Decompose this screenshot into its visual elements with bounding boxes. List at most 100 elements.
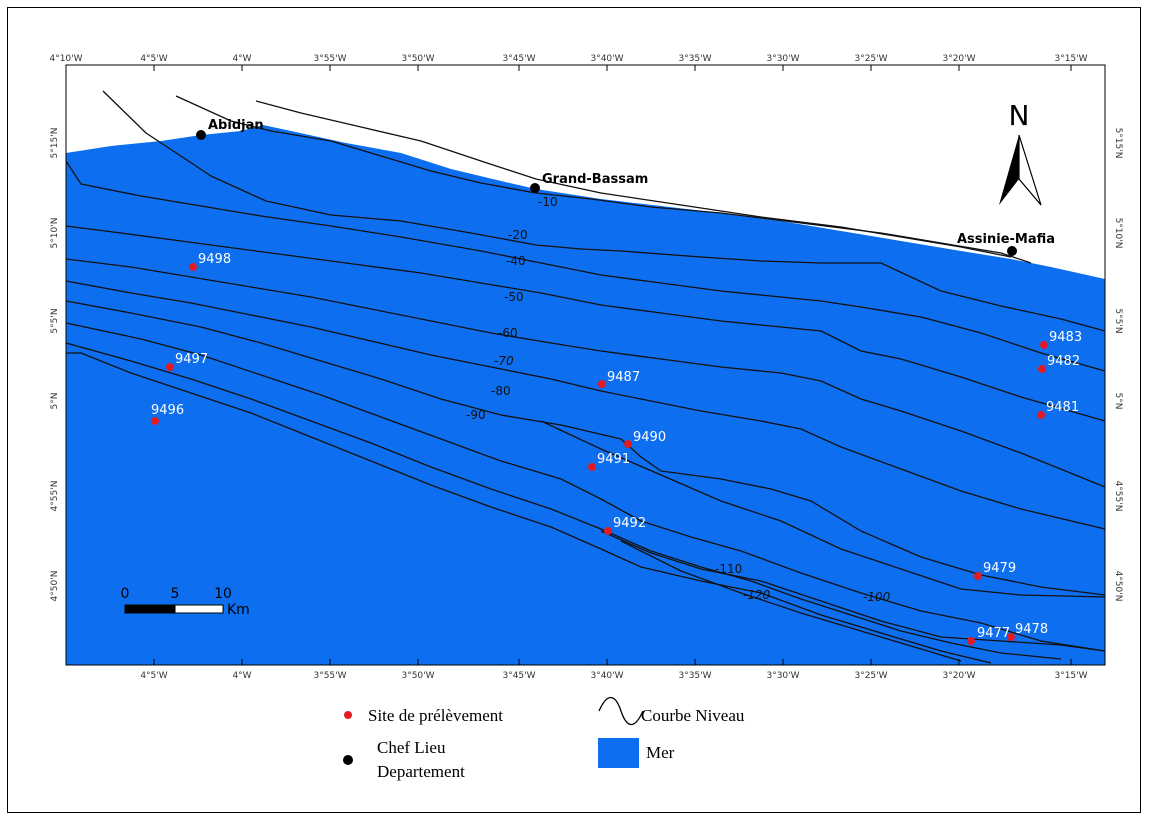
north-arrow-left-icon <box>999 135 1019 205</box>
contour-line-70 <box>65 322 1106 652</box>
contour-label: -80 <box>491 384 511 398</box>
right-lat-label: 5°10'N <box>1113 218 1123 249</box>
top-tick-label: 3°25'W <box>854 54 887 64</box>
site-label: 9497 <box>175 352 208 367</box>
legend-contour-label: Courbe Niveau <box>641 706 745 725</box>
contour-label: -100 <box>863 590 891 604</box>
contour-line-80 <box>65 342 1062 660</box>
contour-line-coast-2 <box>175 95 1032 264</box>
site-marker-9490[interactable] <box>624 440 632 448</box>
bottom-tick-label: 3°30'W <box>766 671 799 681</box>
top-tick-label: 3°15'W <box>1054 54 1087 64</box>
left-lat-label: 4°55'N <box>50 481 60 512</box>
map-canvas: 4°10'W 4°5'W 4°W 3°55'W 3°50'W 3°45'W 3°… <box>49 54 1123 781</box>
top-tick-label: 3°30'W <box>766 54 799 64</box>
left-lat-label: 5°N <box>50 393 60 410</box>
site-marker-9483[interactable] <box>1040 341 1048 349</box>
site-marker-9498[interactable] <box>189 263 197 271</box>
site-marker-9481[interactable] <box>1037 411 1045 419</box>
site-label: 9491 <box>597 452 630 467</box>
legend: Site de prélèvement Courbe Niveau Chef L… <box>343 696 745 781</box>
contour-label: -20 <box>508 228 528 242</box>
city-marker-abidjan[interactable] <box>196 130 206 140</box>
left-lat-label: 5°10'N <box>50 218 60 249</box>
left-lat-label: 4°50'N <box>50 571 60 602</box>
contour-label: -60 <box>498 326 518 340</box>
scale-segment-light <box>174 604 224 614</box>
graticule-ticks <box>65 65 1072 665</box>
legend-city-label-line1: Chef Lieu <box>377 738 446 757</box>
bottom-tick-label: 3°35'W <box>678 671 711 681</box>
contour-line-10 <box>65 160 1106 372</box>
site-marker-9491[interactable] <box>588 463 596 471</box>
contour-label: -90 <box>466 408 486 422</box>
contour-label: -120 <box>743 588 771 602</box>
top-tick-label: 4°W <box>232 54 251 64</box>
legend-city-marker <box>343 755 353 765</box>
north-label: N <box>1009 99 1030 132</box>
top-tick-label: 3°40'W <box>590 54 623 64</box>
top-tick-label: 3°55'W <box>313 54 346 64</box>
north-arrow: N <box>999 99 1042 206</box>
bottom-tick-label: 3°40'W <box>590 671 623 681</box>
right-lat-label: 4°55'N <box>1113 481 1123 512</box>
top-tick-label: 4°5'W <box>140 54 167 64</box>
scale-bar: 0 5 10 Km <box>121 586 250 618</box>
site-label: 9479 <box>983 561 1016 576</box>
site-label: 9490 <box>633 430 666 445</box>
site-marker-9482[interactable] <box>1038 365 1046 373</box>
right-lat-label: 5°N <box>1113 393 1123 410</box>
contour-label: -40 <box>506 254 526 268</box>
contour-line-120 <box>620 540 962 662</box>
site-marker-9487[interactable] <box>598 380 606 388</box>
scale-label-10: 10 <box>214 586 232 602</box>
top-tick-label: 3°50'W <box>401 54 434 64</box>
contour-lines <box>65 90 1106 664</box>
site-label: 9477 <box>977 626 1010 641</box>
bottom-tick-label: 3°20'W <box>942 671 975 681</box>
map-frame: 4°10'W 4°5'W 4°W 3°55'W 3°50'W 3°45'W 3°… <box>7 7 1141 813</box>
sample-sites: 9498 9497 9496 9487 9490 9491 9492 9483 … <box>151 252 1082 645</box>
contour-line-60 <box>65 300 1106 596</box>
site-label: 9496 <box>151 403 184 418</box>
city-label-assinie-mafia: Assinie-Mafia <box>957 232 1055 247</box>
left-latitude-labels: 5°15'N 5°10'N 5°5'N 5°N 4°55'N 4°50'N <box>50 128 60 602</box>
site-marker-9492[interactable] <box>604 527 612 535</box>
top-longitude-labels: 4°10'W 4°5'W 4°W 3°55'W 3°50'W 3°45'W 3°… <box>49 54 1087 64</box>
scale-label-5: 5 <box>171 586 180 602</box>
contour-line-coast-3 <box>255 100 1012 258</box>
legend-city-label-line2: Departement <box>377 762 465 781</box>
site-label: 9483 <box>1049 330 1082 345</box>
right-lat-label: 5°5'N <box>1113 308 1123 333</box>
city-marker-assinie-mafia[interactable] <box>1007 246 1017 256</box>
contour-line-90 <box>66 352 992 664</box>
legend-site-label: Site de prélèvement <box>368 706 503 725</box>
contour-labels: -10 -20 -40 -50 -60 -70 -80 -90 -110 -12… <box>466 195 891 604</box>
site-label: 9481 <box>1046 400 1079 415</box>
bottom-tick-label: 3°50'W <box>401 671 434 681</box>
scale-segment-dark <box>124 604 176 614</box>
left-lat-label: 5°5'N <box>50 308 60 333</box>
map-border <box>65 64 1106 666</box>
site-label: 9498 <box>198 252 231 267</box>
bottom-tick-label: 3°45'W <box>502 671 535 681</box>
contour-line-40 <box>65 258 1106 488</box>
contour-line-100 <box>540 420 1106 598</box>
site-marker-9497[interactable] <box>166 363 174 371</box>
site-label: 9478 <box>1015 622 1048 637</box>
city-marker-grand-bassam[interactable] <box>530 183 540 193</box>
site-label: 9487 <box>607 370 640 385</box>
legend-contour-symbol <box>598 696 644 726</box>
bottom-longitude-labels: 4°5'W 4°W 3°55'W 3°50'W 3°45'W 3°40'W 3°… <box>140 671 1087 681</box>
contour-label: -50 <box>504 290 524 304</box>
right-lat-label: 4°50'N <box>1113 571 1123 602</box>
sea-area <box>66 125 1105 665</box>
site-marker-9496[interactable] <box>151 417 159 425</box>
site-marker-9479[interactable] <box>974 572 982 580</box>
city-label-grand-bassam: Grand-Bassam <box>542 172 648 187</box>
site-label: 9482 <box>1047 354 1080 369</box>
site-label: 9492 <box>613 516 646 531</box>
scale-unit: Km <box>227 602 250 618</box>
site-marker-9478[interactable] <box>1007 633 1015 641</box>
site-marker-9477[interactable] <box>967 637 975 645</box>
